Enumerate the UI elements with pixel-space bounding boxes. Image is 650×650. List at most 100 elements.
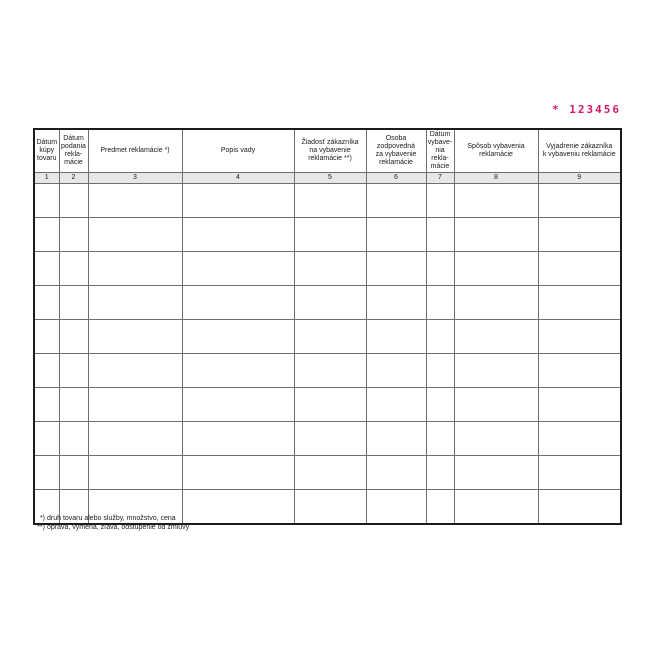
empty-cell (181, 489, 295, 524)
empty-cell (293, 183, 367, 218)
empty-cell (365, 319, 427, 354)
empty-cell (293, 455, 367, 490)
empty-cell (425, 353, 455, 388)
empty-cell (537, 455, 622, 490)
empty-cell (365, 285, 427, 320)
empty-cell (181, 387, 295, 422)
footnote-2: **) oprava, výmena, zľava, odstúpenie od … (34, 524, 189, 533)
empty-cell (33, 217, 60, 252)
empty-cell (537, 251, 622, 286)
col-header-datum-podania: Dátum podania rekla- mácie (58, 128, 89, 173)
empty-cell (453, 183, 539, 218)
empty-cell (453, 285, 539, 320)
empty-cell (33, 285, 60, 320)
empty-cell (425, 217, 455, 252)
empty-cell (293, 353, 367, 388)
empty-cell (293, 217, 367, 252)
empty-cell (181, 319, 295, 354)
col-number-2: 2 (58, 172, 89, 184)
footnote-1-text: druh tovaru alebo služby, množstvo, cena (47, 515, 176, 522)
empty-cell (425, 421, 455, 456)
empty-cell (87, 251, 183, 286)
table-row (33, 251, 622, 286)
empty-cell (58, 251, 89, 286)
table-body (33, 183, 622, 524)
empty-cell (425, 319, 455, 354)
empty-cell (425, 489, 455, 524)
col-header-datum-vybavenia: Dátum vybave- nia rekla- mácie (425, 128, 455, 173)
empty-cell (453, 421, 539, 456)
empty-cell (58, 285, 89, 320)
footnote-2-text: oprava, výmena, zľava, odstúpenie od zml… (47, 523, 190, 531)
col-header-popis-vady: Popis vady (181, 128, 295, 173)
empty-cell (87, 353, 183, 388)
empty-cell (537, 489, 622, 524)
col-number-7: 7 (425, 172, 455, 184)
empty-cell (58, 421, 89, 456)
empty-cell (293, 285, 367, 320)
empty-cell (87, 455, 183, 490)
empty-cell (293, 489, 367, 524)
empty-cell (453, 387, 539, 422)
empty-cell (365, 489, 427, 524)
reclamation-table: Dátum kúpy tovaru Dátum podania rekla- m… (33, 128, 622, 525)
empty-cell (33, 319, 60, 354)
col-number-4: 4 (181, 172, 295, 184)
table-row (33, 455, 622, 490)
empty-cell (453, 251, 539, 286)
empty-cell (365, 251, 427, 286)
empty-cell (537, 387, 622, 422)
empty-cell (181, 353, 295, 388)
empty-cell (87, 217, 183, 252)
footnotes: *) druh tovaru alebo služby, množstvo, ce… (34, 515, 189, 532)
empty-cell (58, 319, 89, 354)
empty-cell (33, 183, 60, 218)
empty-cell (58, 353, 89, 388)
table-row (33, 183, 622, 218)
empty-cell (537, 217, 622, 252)
empty-cell (33, 353, 60, 388)
table-row (33, 489, 622, 524)
empty-cell (453, 489, 539, 524)
col-number-1: 1 (33, 172, 60, 184)
empty-cell (87, 489, 183, 524)
empty-cell (181, 285, 295, 320)
empty-cell (181, 421, 295, 456)
col-header-datum-kupy: Dátum kúpy tovaru (33, 128, 60, 173)
column-number-row: 1 2 3 4 5 6 7 8 9 (33, 172, 622, 184)
empty-cell (365, 217, 427, 252)
col-number-3: 3 (87, 172, 183, 184)
col-header-vyjadrenie: Vyjadrenie zákazníka k vybaveniu reklamá… (537, 128, 622, 173)
table-row (33, 217, 622, 252)
empty-cell (453, 217, 539, 252)
col-number-5: 5 (293, 172, 367, 184)
empty-cell (58, 489, 89, 524)
empty-cell (537, 421, 622, 456)
empty-cell (33, 489, 60, 524)
empty-cell (87, 421, 183, 456)
empty-cell (33, 455, 60, 490)
empty-cell (453, 353, 539, 388)
empty-cell (87, 183, 183, 218)
col-number-6: 6 (365, 172, 427, 184)
empty-cell (58, 455, 89, 490)
col-header-osoba-zodpovedna: Osoba zodpovedná za vybavenie reklamácie (365, 128, 427, 173)
table-row (33, 387, 622, 422)
col-header-ziadost-zakaznika: Žiadosť zákazníka na vybavenie reklamáci… (293, 128, 367, 173)
empty-cell (537, 285, 622, 320)
empty-cell (33, 251, 60, 286)
col-number-9: 9 (537, 172, 622, 184)
empty-cell (425, 387, 455, 422)
empty-cell (365, 353, 427, 388)
empty-cell (293, 251, 367, 286)
footnote-1-marker: *) (39, 515, 45, 522)
col-header-sposob-vybavenia: Spôsob vybavenia reklamácie (453, 128, 539, 173)
empty-cell (425, 183, 455, 218)
col-header-predmet: Predmet reklamácie *) (87, 128, 183, 173)
empty-cell (58, 387, 89, 422)
empty-cell (453, 319, 539, 354)
col-number-8: 8 (453, 172, 539, 184)
empty-cell (365, 183, 427, 218)
empty-cell (537, 319, 622, 354)
